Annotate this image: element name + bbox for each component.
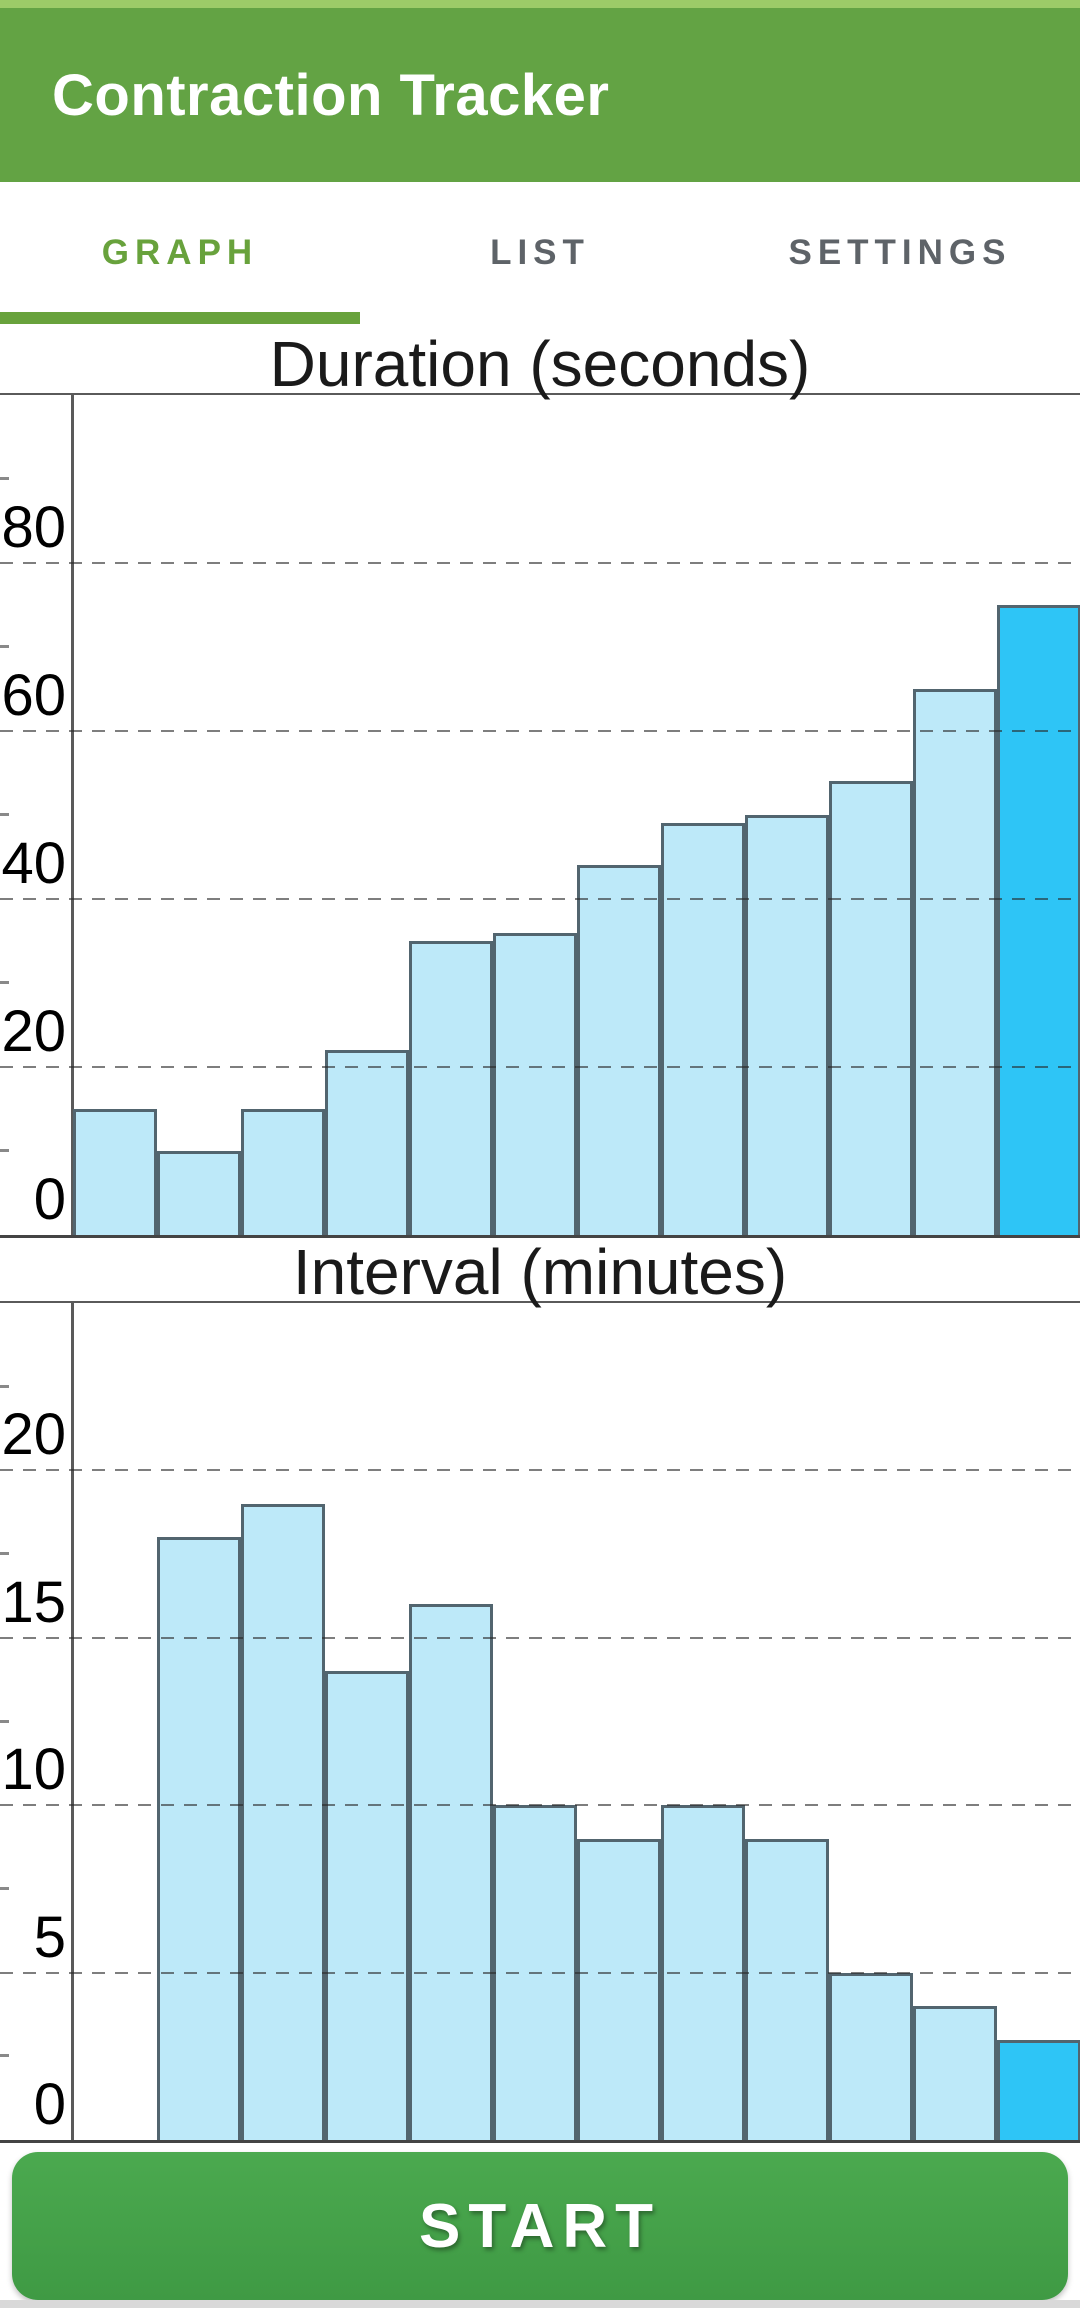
gridline-10 bbox=[0, 1804, 1080, 1807]
bar-contraction-7[interactable] bbox=[577, 1839, 661, 2140]
bottom-strip bbox=[0, 2300, 1080, 2308]
minor-tick-10 bbox=[0, 1149, 9, 1152]
minor-tick-12.5 bbox=[0, 1719, 9, 1723]
bar-contraction-11[interactable] bbox=[913, 689, 997, 1235]
minor-tick-90 bbox=[0, 477, 9, 480]
bar-contraction-10[interactable] bbox=[829, 1973, 913, 2140]
interval-chart[interactable]: 0 5 10 15 20 bbox=[0, 1301, 1080, 2143]
duration-chart[interactable]: 0 20 40 60 80 bbox=[0, 393, 1080, 1238]
bar-contraction-4[interactable] bbox=[325, 1671, 409, 2140]
bar-contraction-2[interactable] bbox=[157, 1537, 241, 2140]
minor-tick-17.5 bbox=[0, 1552, 9, 1556]
bar-contraction-9[interactable] bbox=[745, 1839, 829, 2140]
gridline-20 bbox=[0, 1066, 1080, 1068]
start-button-label: START bbox=[418, 2191, 662, 2261]
interval-chart-title: Interval (minutes) bbox=[292, 1236, 788, 1308]
bar-contraction-7[interactable] bbox=[577, 865, 661, 1235]
bar-contraction-12[interactable] bbox=[997, 605, 1080, 1235]
tab-settings-label: SETTINGS bbox=[788, 233, 1012, 272]
bar-contraction-5[interactable] bbox=[409, 941, 493, 1235]
tab-settings[interactable]: SETTINGS bbox=[720, 182, 1080, 324]
bar-contraction-10[interactable] bbox=[829, 781, 913, 1235]
y-tick-label-20: 20 bbox=[1, 1402, 66, 1468]
y-tick-label-60: 60 bbox=[1, 663, 66, 728]
y-tick-label-0: 0 bbox=[33, 2072, 66, 2137]
minor-tick-70 bbox=[0, 645, 9, 648]
minor-tick-22.5 bbox=[0, 1384, 9, 1388]
y-tick-label-10: 10 bbox=[1, 1737, 66, 1803]
minor-tick-2.5 bbox=[0, 2054, 9, 2058]
bar-contraction-2[interactable] bbox=[157, 1151, 241, 1235]
tab-bar: GRAPH LIST SETTINGS bbox=[0, 182, 1080, 324]
tab-list-label: LIST bbox=[490, 233, 590, 272]
status-bar bbox=[0, 0, 1080, 8]
y-tick-label-5: 5 bbox=[33, 1904, 66, 1970]
gridline-60 bbox=[0, 730, 1080, 732]
active-tab-indicator bbox=[0, 312, 360, 324]
y-tick-label-15: 15 bbox=[1, 1569, 66, 1635]
tab-graph-label: GRAPH bbox=[101, 233, 259, 272]
y-tick-label-80: 80 bbox=[1, 495, 66, 560]
y-tick-label-20: 20 bbox=[1, 999, 66, 1064]
bar-contraction-1[interactable] bbox=[73, 1109, 157, 1235]
bar-contraction-4[interactable] bbox=[325, 1050, 409, 1235]
bar-contraction-3[interactable] bbox=[241, 1109, 325, 1235]
minor-tick-7.5 bbox=[0, 1886, 9, 1890]
app-bar: Contraction Tracker bbox=[0, 8, 1080, 182]
bar-contraction-3[interactable] bbox=[241, 1504, 325, 2140]
tab-graph[interactable]: GRAPH bbox=[0, 182, 360, 324]
bar-contraction-8[interactable] bbox=[661, 823, 745, 1235]
bar-contraction-6[interactable] bbox=[493, 933, 577, 1235]
minor-tick-50 bbox=[0, 813, 9, 816]
gridline-40 bbox=[0, 898, 1080, 900]
bar-contraction-12[interactable] bbox=[997, 2040, 1080, 2140]
start-button[interactable]: START bbox=[12, 2152, 1068, 2300]
app-title: Contraction Tracker bbox=[52, 62, 610, 128]
y-tick-label-40: 40 bbox=[1, 831, 66, 896]
duration-y-axis bbox=[71, 395, 74, 1235]
duration-chart-title: Duration (seconds) bbox=[269, 328, 811, 400]
bar-contraction-11[interactable] bbox=[913, 2006, 997, 2140]
gridline-5 bbox=[0, 1971, 1080, 1974]
minor-tick-30 bbox=[0, 981, 9, 984]
tab-list[interactable]: LIST bbox=[360, 182, 720, 324]
interval-y-axis bbox=[71, 1303, 74, 2140]
bar-contraction-9[interactable] bbox=[745, 815, 829, 1235]
gridline-80 bbox=[0, 562, 1080, 564]
y-tick-label-0: 0 bbox=[33, 1167, 66, 1232]
gridline-20 bbox=[0, 1469, 1080, 1472]
gridline-15 bbox=[0, 1636, 1080, 1639]
bar-contraction-5[interactable] bbox=[409, 1604, 493, 2140]
